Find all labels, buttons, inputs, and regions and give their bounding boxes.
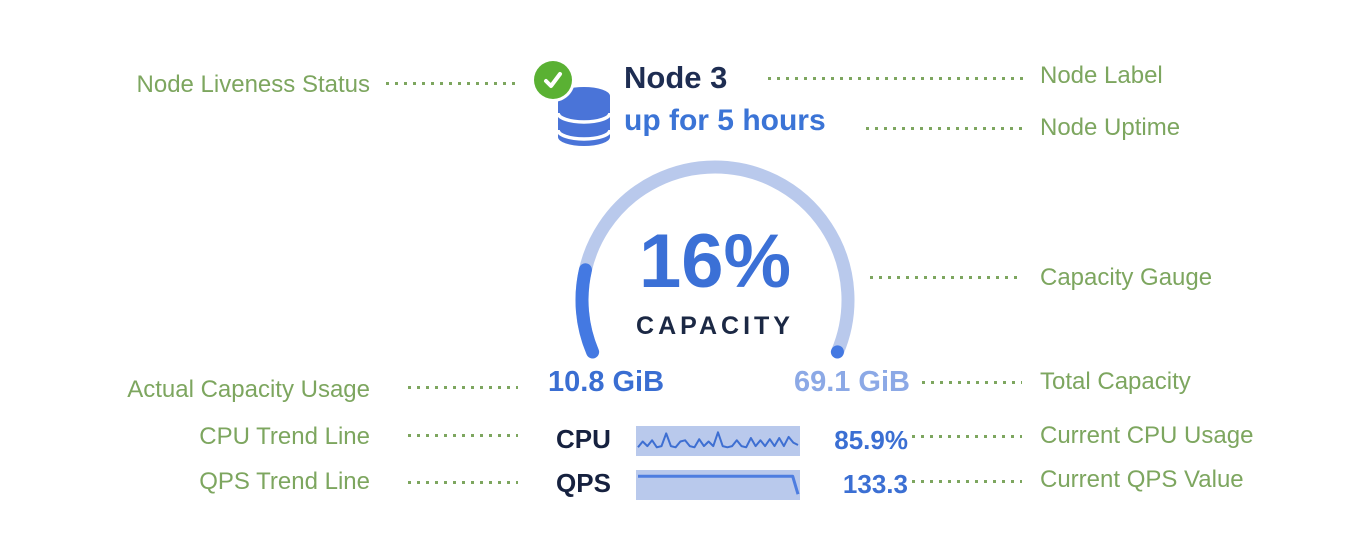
cpu-current-value: 85.9% [834, 425, 908, 455]
annotation-node-label: Node Label [1040, 62, 1163, 89]
cpu-trend-sparkline [636, 426, 800, 456]
annotation-actual-capacity-usage: Actual Capacity Usage [127, 376, 370, 403]
cpu-metric-label: CPU [556, 424, 611, 454]
capacity-used-value: 10.8 GiB [548, 366, 665, 398]
leader-line-cpu-trend [408, 434, 518, 437]
leader-line-node-label [768, 77, 1024, 80]
leader-line-total-capacity [922, 381, 1022, 384]
leader-line-current-cpu [912, 435, 1022, 438]
gauge-percent-value: 16% [638, 219, 792, 304]
leader-line-current-qps [912, 480, 1022, 483]
checkmark-icon [544, 72, 562, 88]
node-label: Node 3 [624, 60, 728, 95]
qps-trend-sparkline [636, 470, 800, 500]
leader-line-qps-trend [408, 481, 518, 484]
leader-line-capacity-gauge [870, 276, 1022, 279]
annotation-node-uptime: Node Uptime [1040, 114, 1181, 141]
leader-line-node-liveness [386, 82, 518, 85]
qps-current-value: 133.3 [842, 469, 908, 499]
annotation-qps-trend-line: QPS Trend Line [199, 468, 370, 495]
annotation-current-cpu-usage: Current CPU Usage [1040, 422, 1254, 449]
node-liveness-status-badge [534, 61, 572, 99]
gauge-caption: CAPACITY [636, 312, 794, 340]
gauge-fill-arc [575, 160, 855, 359]
annotation-node-liveness-status: Node Liveness Status [136, 71, 370, 98]
annotation-current-qps-value: Current QPS Value [1040, 466, 1244, 493]
leader-line-node-uptime [866, 127, 1024, 130]
database-node-icon [556, 87, 612, 146]
capacity-total-value: 69.1 GiB [793, 366, 910, 398]
annotation-total-capacity: Total Capacity [1040, 368, 1191, 395]
node-uptime: up for 5 hours [624, 104, 826, 137]
annotation-capacity-gauge: Capacity Gauge [1040, 264, 1213, 291]
annotation-cpu-trend-line: CPU Trend Line [199, 423, 370, 450]
qps-metric-label: QPS [556, 468, 611, 498]
capacity-gauge [575, 160, 855, 359]
leader-line-actual-capacity [408, 386, 518, 389]
